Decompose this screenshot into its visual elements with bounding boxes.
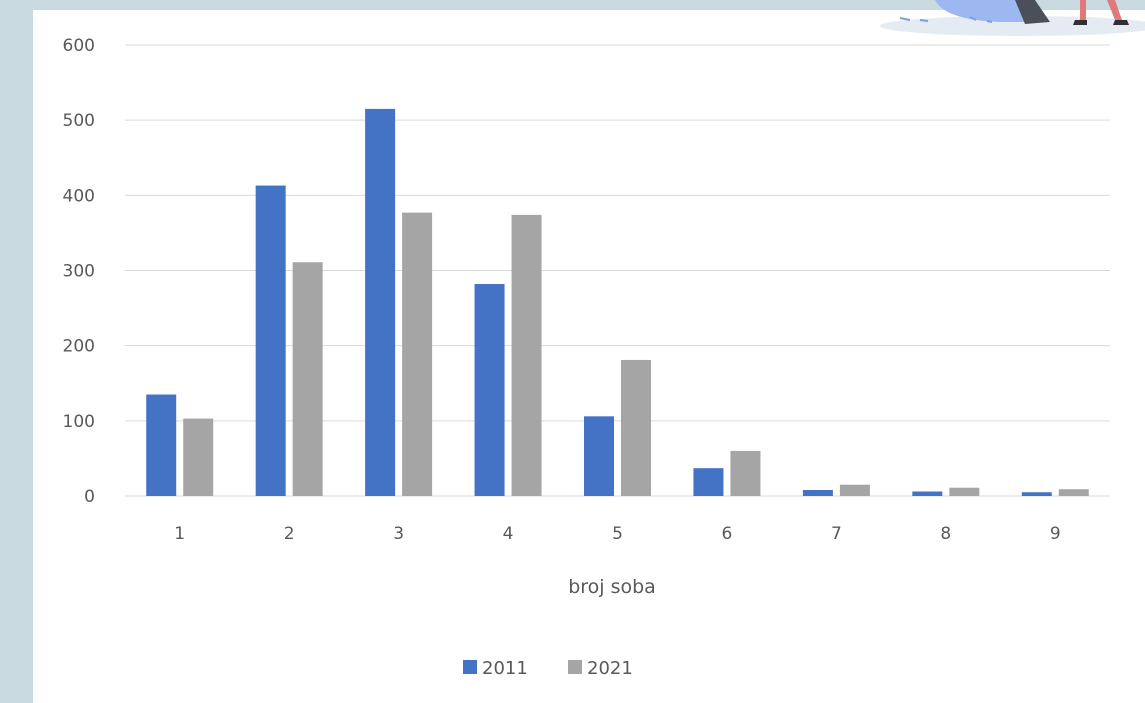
x-tick-label: 9	[1050, 524, 1061, 544]
bar-2011-2	[255, 185, 286, 497]
legend-swatch-2011	[463, 660, 477, 674]
legend: 2011 2021	[463, 658, 633, 679]
x-axis-tick-labels: 1 2 3 4 5 6 7 8 9	[174, 524, 1060, 544]
bar-2011-9	[1021, 492, 1052, 496]
bar-2021-8	[949, 487, 980, 496]
y-tick-label: 300	[63, 262, 95, 282]
bar-2021-6	[730, 450, 761, 496]
decorative-illustration	[880, 0, 1145, 36]
bar-2021-3	[402, 212, 433, 496]
x-axis-title: broj soba	[568, 576, 656, 598]
x-tick-label: 6	[722, 524, 733, 544]
x-tick-label: 7	[831, 524, 842, 544]
y-tick-label: 0	[84, 487, 95, 507]
bar-2021-4	[511, 214, 542, 497]
bars	[146, 108, 1089, 497]
legend-label-2011: 2011	[482, 658, 528, 679]
y-tick-label: 200	[63, 337, 95, 357]
bar-2011-8	[912, 491, 943, 496]
bar-2011-5	[584, 416, 614, 496]
bar-2021-7	[839, 484, 870, 496]
y-tick-label: 600	[63, 36, 95, 56]
bar-2011-7	[802, 489, 833, 496]
y-tick-label: 500	[63, 111, 95, 131]
x-tick-label: 1	[174, 524, 185, 544]
x-tick-label: 4	[503, 524, 514, 544]
y-tick-label: 400	[63, 186, 95, 206]
y-axis-tick-labels: 0 100 200 300 400 500 600	[63, 36, 95, 507]
x-tick-label: 5	[612, 524, 623, 544]
legend-label-2021: 2021	[587, 658, 633, 679]
bar-2011-1	[146, 394, 177, 496]
bar-2021-5	[621, 359, 651, 496]
bar-2011-3	[365, 108, 396, 497]
x-tick-label: 2	[284, 524, 295, 544]
bar-2021-1	[183, 418, 214, 496]
x-tick-label: 3	[393, 524, 404, 544]
bar-2021-9	[1058, 489, 1089, 496]
gridlines	[125, 44, 1110, 497]
x-tick-label: 8	[940, 524, 951, 544]
y-tick-label: 100	[63, 412, 95, 432]
bar-2011-4	[474, 284, 505, 496]
bar-2011-6	[693, 468, 724, 496]
bar-2021-2	[292, 262, 323, 496]
legend-swatch-2021	[568, 660, 582, 674]
